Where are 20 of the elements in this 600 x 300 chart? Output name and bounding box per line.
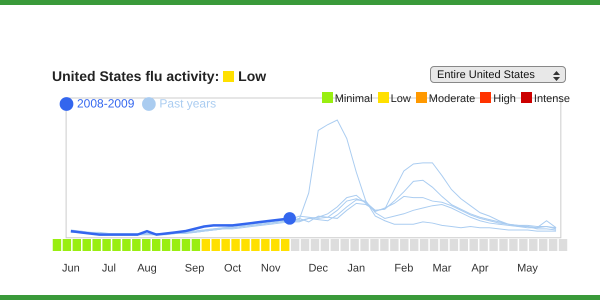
chart-title: United States flu activity: Low [52,68,266,84]
legend-label: Intense [534,93,570,105]
x-tick-label: Aug [137,262,157,274]
legend-label: Minimal [334,93,373,105]
x-tick-label: Mar [432,262,452,274]
x-tick-label: Jul [102,262,116,274]
x-tick-label: Oct [224,262,242,274]
x-tick-label: Sep [184,262,204,274]
x-tick-label: Jan [347,262,366,274]
x-tick-label: May [517,262,538,274]
legend-label: 2008-2009 [77,96,135,110]
legend-label: Past years [159,96,216,110]
x-tick-label: Apr [471,262,489,274]
x-tick-label: Jun [62,262,80,274]
legend-label: Moderate [428,93,476,105]
x-tick-label: Feb [394,262,414,274]
legend-label: Low [390,93,411,105]
x-tick-label: Nov [260,262,281,274]
legend-label: High [493,93,516,105]
x-tick-label: Dec [308,262,329,274]
